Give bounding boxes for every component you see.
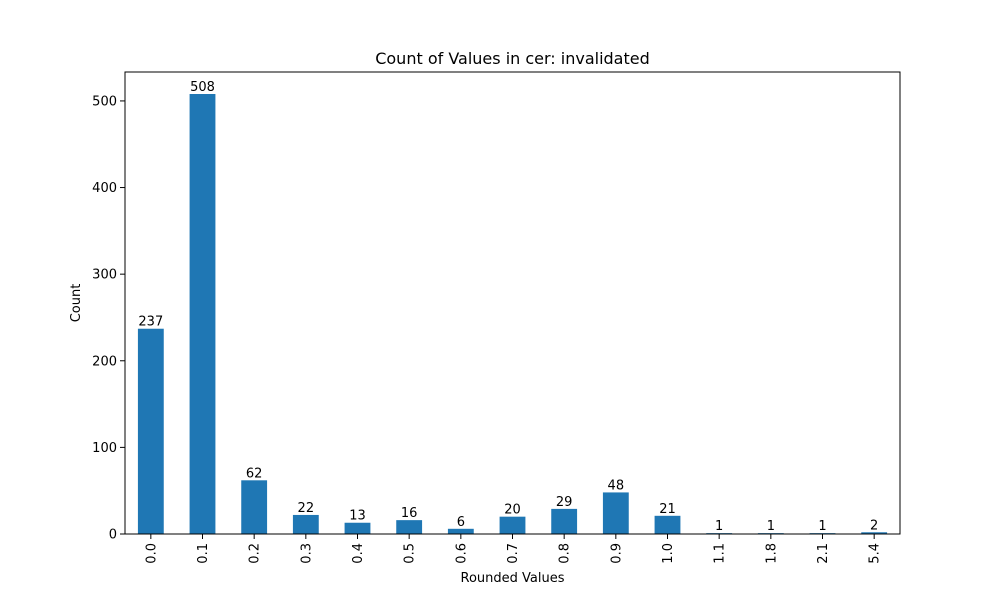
- x-tick-label: 0.0: [144, 543, 159, 564]
- y-tick-label: 100: [92, 441, 117, 456]
- bar: [654, 515, 681, 534]
- y-tick-label: 0: [109, 528, 117, 543]
- y-tick-label: 200: [92, 354, 117, 369]
- y-axis-label: Count: [69, 284, 84, 323]
- plot-frame: [124, 71, 901, 535]
- bar: [344, 522, 371, 534]
- x-tick-label: 0.7: [506, 543, 521, 564]
- x-tick-label: 1.1: [713, 543, 728, 564]
- x-tick-label: 2.1: [816, 543, 831, 564]
- x-tick-label: 0.5: [403, 543, 418, 564]
- data-label: 22: [298, 501, 315, 516]
- bar: [241, 480, 268, 534]
- y-tick-label: 500: [92, 94, 117, 109]
- x-tick-label: 1.8: [764, 543, 779, 564]
- data-label: 237: [138, 315, 163, 330]
- y-tick-label: 400: [92, 181, 117, 196]
- data-label: 16: [401, 506, 418, 521]
- data-label: 21: [659, 502, 676, 517]
- chart-title: Count of Values in cer: invalidated: [375, 49, 650, 68]
- bar: [292, 514, 319, 534]
- data-label: 62: [246, 466, 263, 481]
- data-label: 2: [870, 518, 878, 533]
- data-label: 508: [190, 80, 215, 95]
- data-label: 6: [457, 515, 465, 530]
- data-label: 1: [818, 519, 826, 534]
- bar: [602, 492, 629, 534]
- x-tick-label: 0.6: [454, 543, 469, 564]
- x-axis-label: Rounded Values: [461, 571, 565, 586]
- data-label: 48: [608, 478, 625, 493]
- x-tick-label: 0.1: [196, 543, 211, 564]
- x-tick-label: 0.4: [351, 543, 366, 564]
- x-tick-label: 5.4: [868, 543, 883, 564]
- data-label: 1: [715, 519, 723, 534]
- bar: [861, 532, 888, 534]
- x-tick-label: 0.2: [248, 543, 263, 564]
- data-label: 1: [767, 519, 775, 534]
- x-tick-label: 0.8: [558, 543, 573, 564]
- bar: [137, 328, 164, 534]
- x-tick-label: 0.9: [609, 543, 624, 564]
- x-tick-label: 0.3: [299, 543, 314, 564]
- bar: [447, 528, 474, 534]
- x-tick-label: 1.0: [661, 543, 676, 564]
- bar: [499, 516, 526, 534]
- data-label: 13: [349, 509, 366, 524]
- data-label: 20: [504, 503, 521, 518]
- data-label: 29: [556, 495, 573, 510]
- bar: [551, 508, 578, 534]
- y-tick-label: 300: [92, 268, 117, 283]
- bar: [396, 520, 423, 534]
- bar: [189, 94, 216, 534]
